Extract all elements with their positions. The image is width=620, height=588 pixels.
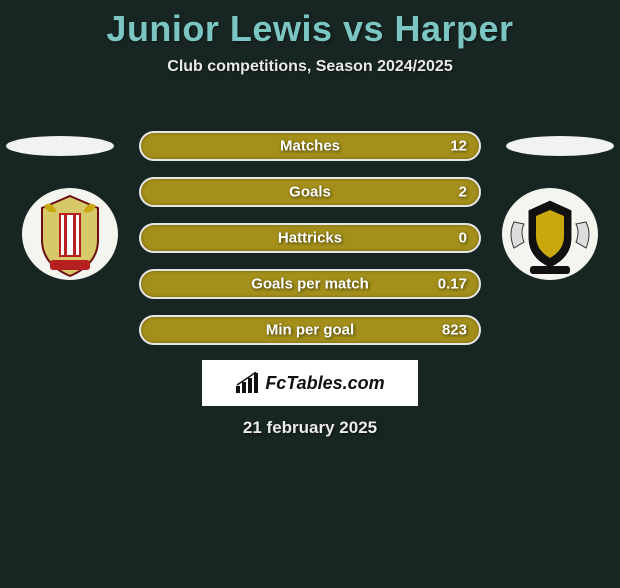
brand-box: FcTables.com [202, 360, 418, 406]
stat-row: Matches 12 [139, 131, 481, 161]
stat-value: 0.17 [438, 276, 467, 293]
shield-crest-icon [20, 186, 120, 282]
stat-row: Goals 2 [139, 177, 481, 207]
stat-row: Goals per match 0.17 [139, 269, 481, 299]
club-crest-right [500, 186, 600, 282]
player-photo-placeholder-left [6, 136, 114, 156]
stat-value: 0 [459, 230, 467, 247]
stat-value: 823 [442, 322, 467, 339]
club-crest-left [20, 186, 120, 282]
stat-value: 2 [459, 184, 467, 201]
stat-label: Hattricks [278, 230, 342, 247]
stat-row: Min per goal 823 [139, 315, 481, 345]
lion-crest-icon [500, 186, 600, 282]
player-photo-placeholder-right [506, 136, 614, 156]
stat-value: 12 [450, 138, 467, 155]
stat-row: Hattricks 0 [139, 223, 481, 253]
stat-label: Matches [280, 138, 340, 155]
bars-icon [235, 372, 261, 394]
brand-text: FcTables.com [265, 373, 384, 394]
subtitle: Club competitions, Season 2024/2025 [0, 58, 620, 76]
stat-label: Goals per match [251, 276, 369, 293]
stat-label: Min per goal [266, 322, 354, 339]
page-title: Junior Lewis vs Harper [0, 8, 620, 50]
date-text: 21 february 2025 [243, 418, 377, 438]
stat-label: Goals [289, 184, 331, 201]
stats-container: Matches 12 Goals 2 Hattricks 0 Goals per… [139, 131, 481, 361]
